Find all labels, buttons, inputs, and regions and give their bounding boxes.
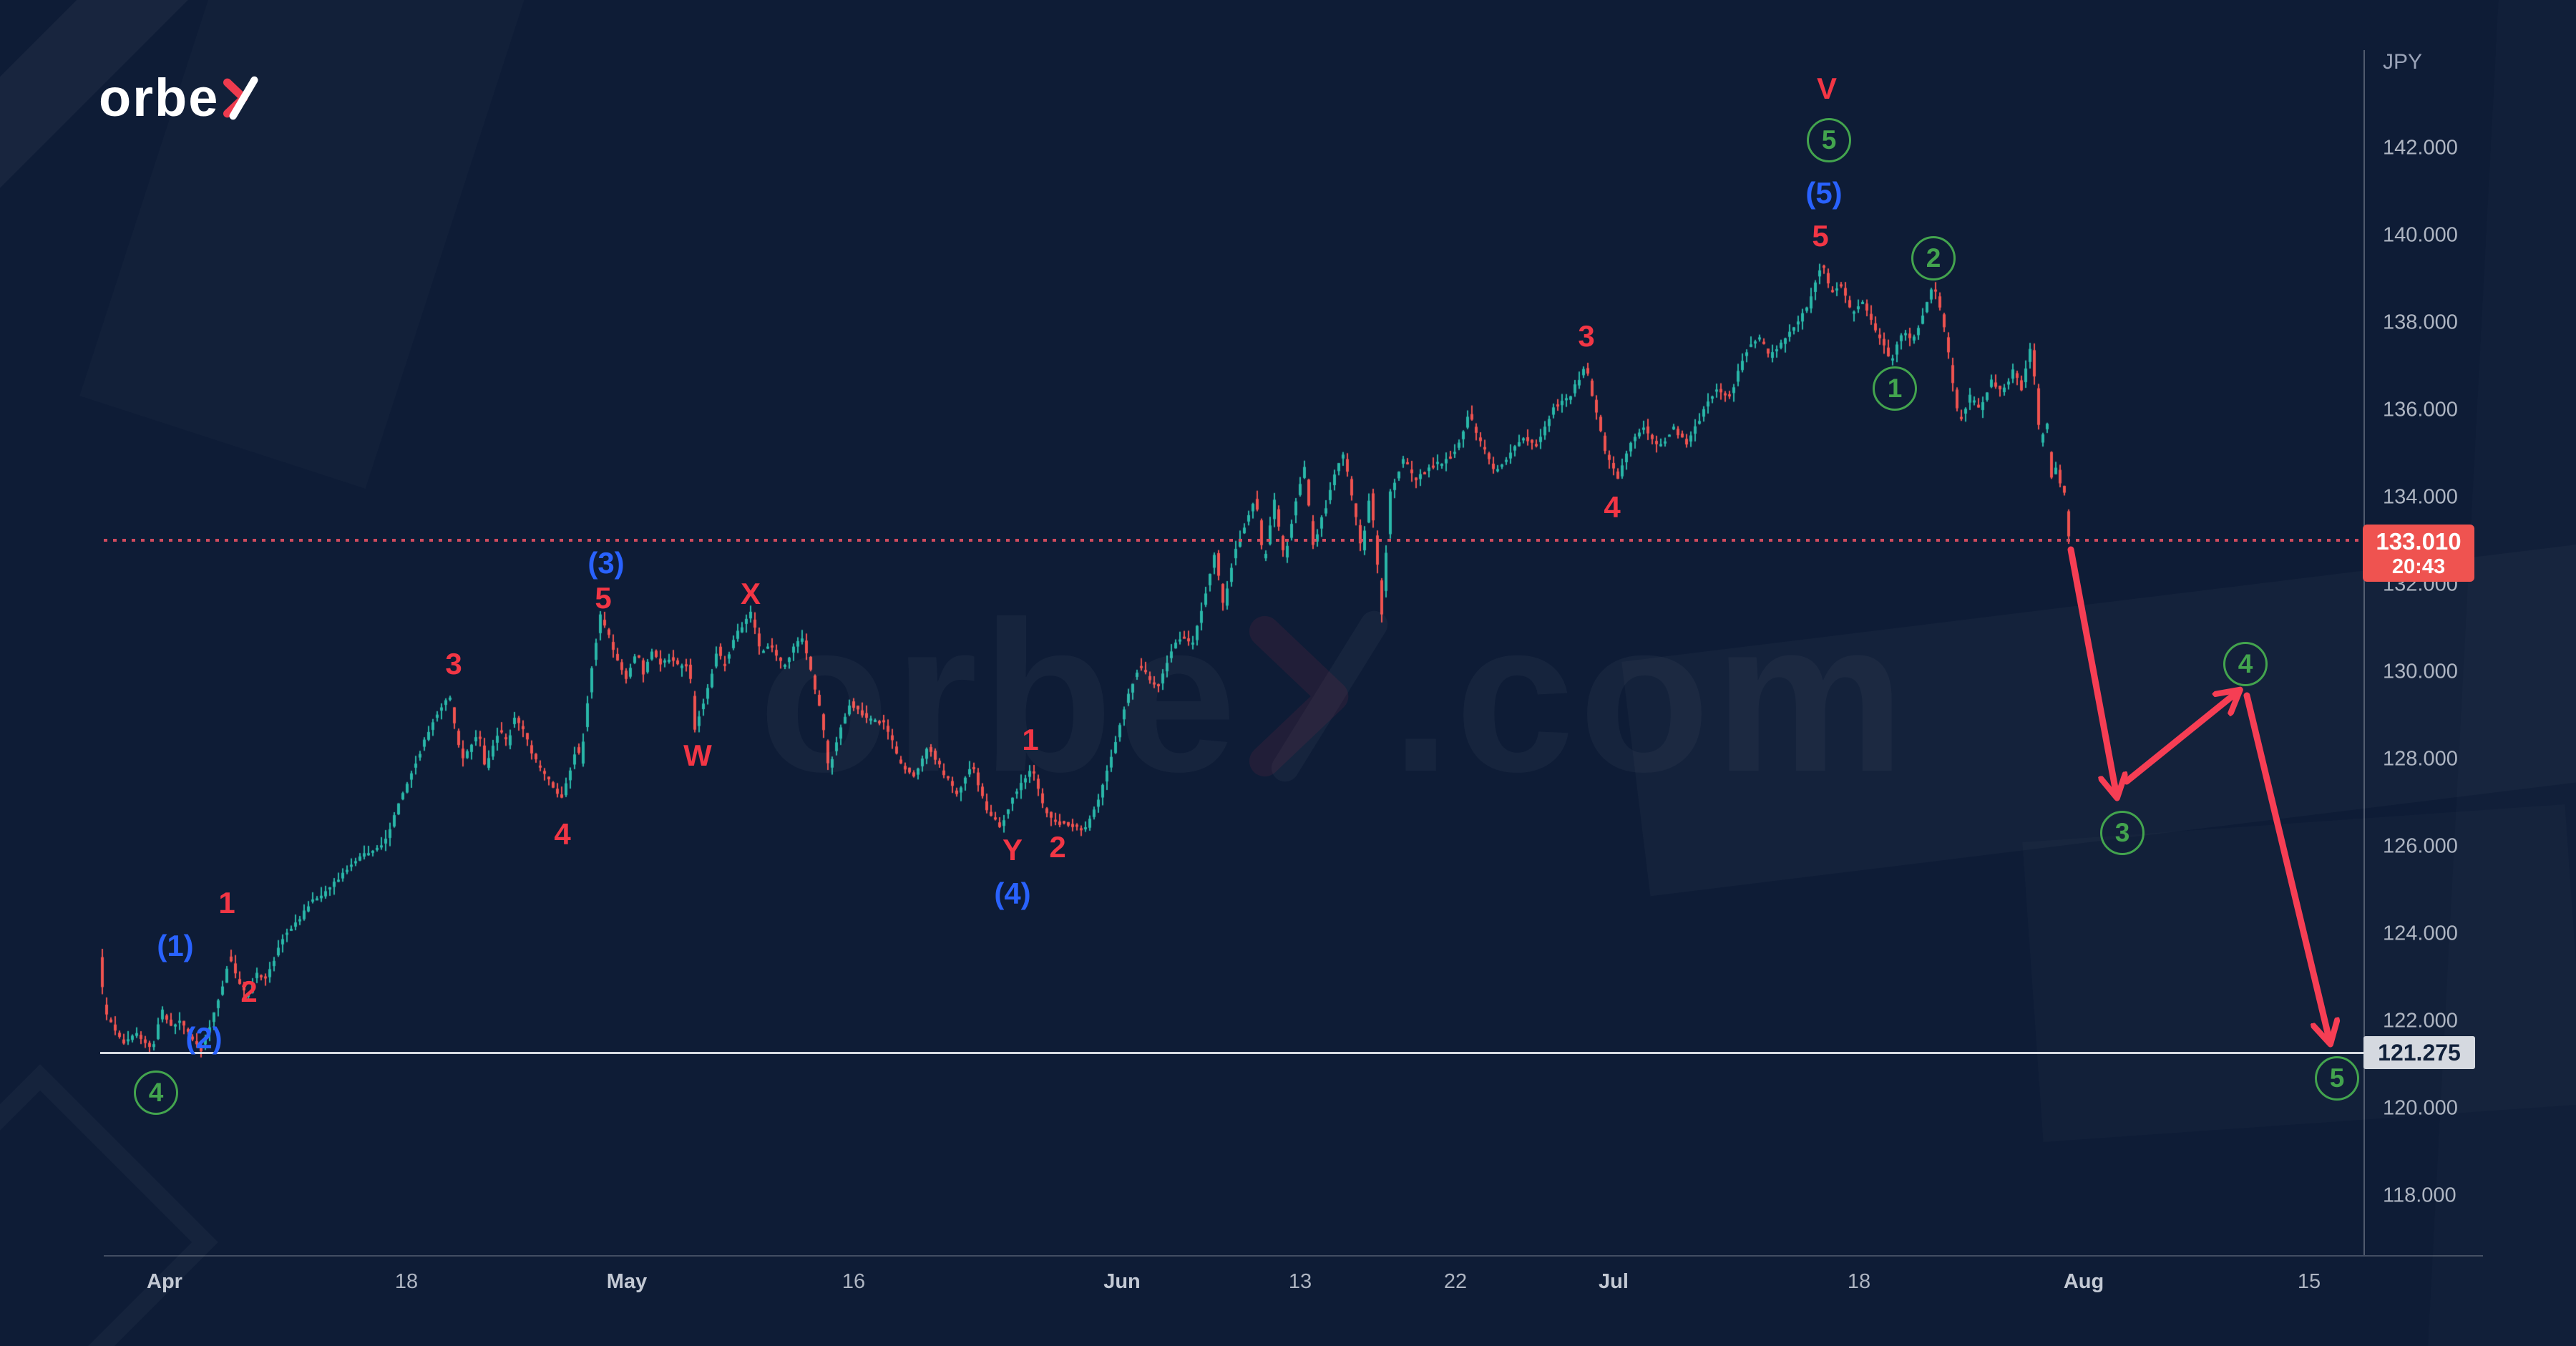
wave-label-red: 4 — [1604, 490, 1621, 524]
price-tick: 128.000 — [2383, 747, 2458, 771]
logo-text: orbe — [99, 68, 220, 127]
wave-label-red: 2 — [1049, 830, 1066, 864]
orbex-logo[interactable]: orbe — [99, 72, 259, 125]
price-tick: 122.000 — [2383, 1009, 2458, 1033]
price-tick: 126.000 — [2383, 834, 2458, 858]
current-price-dotted-line — [104, 539, 2363, 542]
wave-label-green-circled: 5 — [2315, 1056, 2359, 1101]
wave-label-green-circled: 5 — [1807, 118, 1851, 162]
time-tick: Jul — [1599, 1270, 1629, 1293]
price-axis-line — [2363, 50, 2365, 1255]
wave-label-blue: (1) — [157, 929, 194, 962]
price-tick: 136.000 — [2383, 398, 2458, 421]
wave-label-red: X — [740, 577, 761, 610]
time-tick: Jun — [1103, 1270, 1141, 1293]
support-level-line — [100, 1052, 2363, 1055]
wave-label-red: V — [1816, 72, 1838, 105]
last-price-badge: 133.010 20:43 — [2363, 525, 2474, 582]
wave-label-red: 5 — [595, 581, 612, 615]
wave-label-green-circled: 4 — [2223, 642, 2268, 686]
support-level-badge: 121.275 — [2363, 1036, 2475, 1070]
wave-label-green-circled: 3 — [2100, 811, 2145, 855]
price-tick: 120.000 — [2383, 1096, 2458, 1120]
wave-label-red: 1 — [218, 886, 235, 920]
wave-label-blue: (3) — [587, 546, 625, 580]
time-tick: Aug — [2063, 1270, 2104, 1293]
wave-label-red: W — [683, 738, 712, 772]
last-price-value: 133.010 — [2376, 527, 2462, 555]
price-tick: 124.000 — [2383, 922, 2458, 945]
wave-label-red: 3 — [445, 647, 462, 681]
time-tick: Apr — [147, 1270, 182, 1293]
time-tick: 18 — [1847, 1270, 1871, 1293]
price-tick: 134.000 — [2383, 485, 2458, 509]
price-tick: 118.000 — [2383, 1184, 2457, 1207]
time-tick: 22 — [1443, 1270, 1468, 1293]
last-price-countdown: 20:43 — [2391, 555, 2446, 578]
wave-label-red: 3 — [1578, 319, 1595, 353]
wave-label-green-circled: 2 — [1911, 236, 1956, 281]
logo-x-icon — [223, 76, 258, 120]
time-axis-line — [104, 1255, 2483, 1257]
time-tick: 16 — [841, 1270, 866, 1293]
price-tick: 140.000 — [2383, 223, 2458, 247]
wave-label-green-circled: 4 — [134, 1071, 178, 1115]
price-tick: 130.000 — [2383, 660, 2458, 683]
wave-label-green-circled: 1 — [1873, 366, 1917, 411]
time-tick: 15 — [2297, 1270, 2321, 1293]
wave-label-red: 1 — [1022, 723, 1039, 756]
price-tick: 142.000 — [2383, 136, 2458, 160]
price-axis-currency-label: JPY — [2383, 50, 2423, 74]
price-tick: 138.000 — [2383, 311, 2458, 334]
bearish-projection-arrows — [2067, 546, 2330, 1042]
wave-label-red: 4 — [554, 817, 571, 851]
wave-label-red: 2 — [240, 975, 258, 1008]
time-tick: May — [606, 1270, 648, 1293]
time-tick: 13 — [1288, 1270, 1312, 1293]
wave-label-red: Y — [1002, 833, 1023, 867]
wave-label-blue: (2) — [185, 1021, 223, 1055]
wave-label-blue: (5) — [1805, 176, 1843, 210]
time-tick: 18 — [394, 1270, 419, 1293]
wave-label-blue: (4) — [994, 877, 1031, 910]
wave-label-red: 5 — [1812, 219, 1829, 253]
